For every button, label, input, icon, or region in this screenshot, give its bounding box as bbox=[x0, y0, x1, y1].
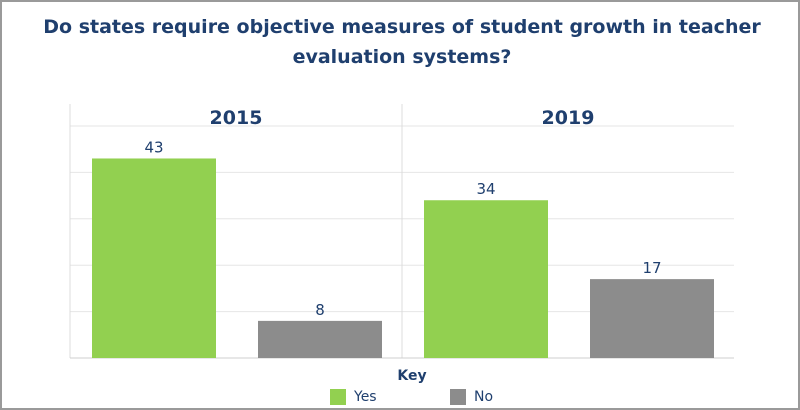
bar-2019-no bbox=[590, 279, 714, 358]
legend-swatch-yes bbox=[330, 389, 346, 405]
panel-header-2019: 2019 bbox=[542, 107, 595, 129]
legend-label-yes: Yes bbox=[354, 389, 377, 405]
legend-label-no: No bbox=[474, 389, 494, 405]
legend-item-yes: Yes bbox=[330, 388, 377, 406]
legend-title: Key bbox=[397, 368, 427, 384]
data-label-2015-no: 8 bbox=[315, 301, 325, 319]
panel-header-2015: 2015 bbox=[210, 107, 263, 129]
bar-2015-no bbox=[258, 320, 382, 358]
chart-title: Do states require objective measures of … bbox=[43, 16, 761, 68]
bar-2015-yes bbox=[92, 158, 216, 358]
legend-swatch-no bbox=[450, 389, 466, 405]
data-label-2019-yes: 34 bbox=[476, 180, 495, 198]
data-label-2019-no: 17 bbox=[642, 259, 661, 277]
legend-item-no: No bbox=[450, 388, 493, 406]
bar-2019-yes bbox=[424, 200, 548, 358]
data-label-2015-yes: 43 bbox=[144, 138, 163, 156]
